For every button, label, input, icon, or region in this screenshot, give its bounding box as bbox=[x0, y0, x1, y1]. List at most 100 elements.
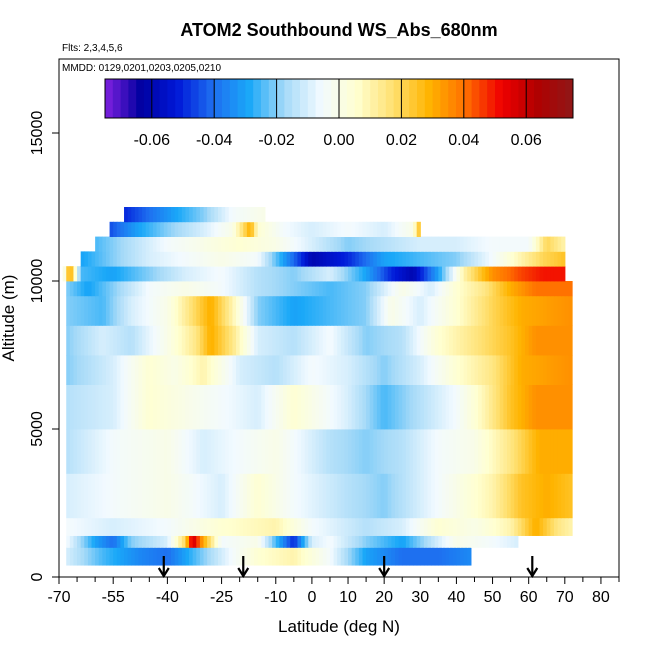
heatmap-cell bbox=[261, 384, 266, 430]
heatmap-cell bbox=[246, 325, 252, 356]
colorbar-swatch bbox=[487, 79, 496, 118]
heatmap-cell bbox=[344, 517, 349, 536]
heatmap-cell bbox=[528, 355, 533, 385]
heatmap-cell bbox=[69, 355, 75, 385]
heatmap-cell bbox=[272, 266, 277, 282]
heatmap-cell bbox=[221, 473, 226, 519]
heatmap-cell bbox=[120, 384, 125, 430]
heatmap-cell bbox=[189, 429, 194, 474]
heatmap-cell bbox=[416, 251, 421, 267]
heatmap-cell bbox=[376, 473, 382, 519]
heatmap-cell bbox=[351, 429, 356, 474]
heatmap-cell bbox=[405, 266, 411, 282]
heatmap-cell bbox=[91, 535, 96, 548]
colorbar-swatch bbox=[393, 79, 402, 118]
heatmap-cell bbox=[387, 221, 392, 237]
heatmap-cell bbox=[337, 473, 342, 519]
heatmap-cell bbox=[109, 236, 114, 252]
heatmap-cell bbox=[441, 266, 447, 282]
heatmap-cell bbox=[405, 221, 411, 237]
heatmap-cell bbox=[160, 295, 165, 326]
heatmap-cell bbox=[463, 429, 468, 474]
heatmap-cell bbox=[445, 384, 450, 430]
heatmap-cell bbox=[449, 236, 454, 252]
heatmap-cell bbox=[98, 251, 103, 267]
heatmap-cell bbox=[236, 517, 241, 536]
heatmap-cell bbox=[503, 325, 508, 356]
heatmap-cell bbox=[348, 517, 353, 536]
heatmap-cell bbox=[503, 429, 508, 474]
heatmap-cell bbox=[199, 384, 205, 430]
heatmap-cell bbox=[301, 325, 306, 356]
heatmap-cell bbox=[210, 295, 215, 326]
heatmap-cell bbox=[391, 325, 396, 356]
heatmap-cell bbox=[485, 535, 490, 548]
heatmap-cell bbox=[156, 281, 161, 297]
heatmap-cell bbox=[228, 325, 234, 356]
heatmap-cell bbox=[181, 535, 187, 548]
heatmap-cell bbox=[80, 325, 85, 356]
heatmap-cell bbox=[113, 384, 118, 430]
colorbar-tick-label: 0.06 bbox=[511, 132, 542, 149]
heatmap-cell bbox=[275, 547, 280, 566]
heatmap-cell bbox=[344, 221, 349, 237]
heatmap-cell bbox=[174, 221, 179, 237]
heatmap-cell bbox=[431, 295, 436, 326]
heatmap-cell bbox=[387, 266, 392, 282]
dates-caption: MMDD: 0129,0201,0203,0205,0210 bbox=[62, 63, 221, 74]
heatmap-cell bbox=[384, 295, 389, 326]
heatmap-cell bbox=[152, 355, 158, 385]
heatmap-cell bbox=[250, 325, 255, 356]
heatmap-cell bbox=[210, 355, 215, 385]
heatmap-cell bbox=[217, 207, 223, 223]
heatmap-cell bbox=[333, 325, 338, 356]
heatmap-cell bbox=[116, 221, 122, 237]
heatmap-cell bbox=[109, 266, 114, 282]
heatmap-cell bbox=[134, 281, 140, 297]
heatmap-cell bbox=[163, 325, 168, 356]
heatmap-cell bbox=[84, 251, 89, 267]
heatmap-cell bbox=[228, 221, 234, 237]
heatmap-cell bbox=[402, 429, 407, 474]
heatmap-cell bbox=[171, 355, 176, 385]
heatmap-cell bbox=[514, 384, 519, 430]
heatmap-cell bbox=[87, 429, 93, 474]
heatmap-cell bbox=[322, 221, 327, 237]
heatmap-cell bbox=[315, 281, 320, 297]
heatmap-cell bbox=[499, 473, 504, 519]
heatmap-cell bbox=[311, 295, 317, 326]
heatmap-cell bbox=[236, 547, 241, 566]
heatmap-cell bbox=[315, 547, 320, 566]
heatmap-cell bbox=[84, 355, 89, 385]
heatmap-cell bbox=[113, 325, 118, 356]
heatmap-cell bbox=[228, 251, 234, 267]
heatmap-cell bbox=[474, 325, 479, 356]
heatmap-cell bbox=[239, 473, 244, 519]
heatmap-cell bbox=[395, 266, 400, 282]
heatmap-cell bbox=[568, 281, 573, 297]
heatmap-cell bbox=[402, 325, 407, 356]
heatmap-cell bbox=[279, 281, 284, 297]
heatmap-cell bbox=[203, 429, 208, 474]
heatmap-cell bbox=[380, 236, 385, 252]
heatmap-cell bbox=[398, 221, 403, 237]
heatmap-cell bbox=[449, 295, 454, 326]
heatmap-cell bbox=[311, 236, 317, 252]
heatmap-cell bbox=[362, 535, 367, 548]
heatmap-cell bbox=[127, 325, 132, 356]
heatmap-cell bbox=[217, 429, 223, 474]
heatmap-cell bbox=[116, 547, 122, 566]
heatmap-cell bbox=[355, 473, 360, 519]
heatmap-cell bbox=[521, 355, 526, 385]
heatmap-cell bbox=[340, 221, 346, 237]
heatmap-cell bbox=[152, 473, 158, 519]
heatmap-cell bbox=[160, 547, 165, 566]
heatmap-cell bbox=[416, 535, 421, 548]
colorbar-tick-label: 0.04 bbox=[448, 132, 479, 149]
heatmap-cell bbox=[376, 429, 382, 474]
heatmap-cell bbox=[272, 251, 277, 267]
heatmap-cell bbox=[452, 295, 458, 326]
heatmap-cell bbox=[474, 236, 479, 252]
heatmap-cell bbox=[232, 281, 237, 297]
heatmap-cell bbox=[286, 429, 291, 474]
